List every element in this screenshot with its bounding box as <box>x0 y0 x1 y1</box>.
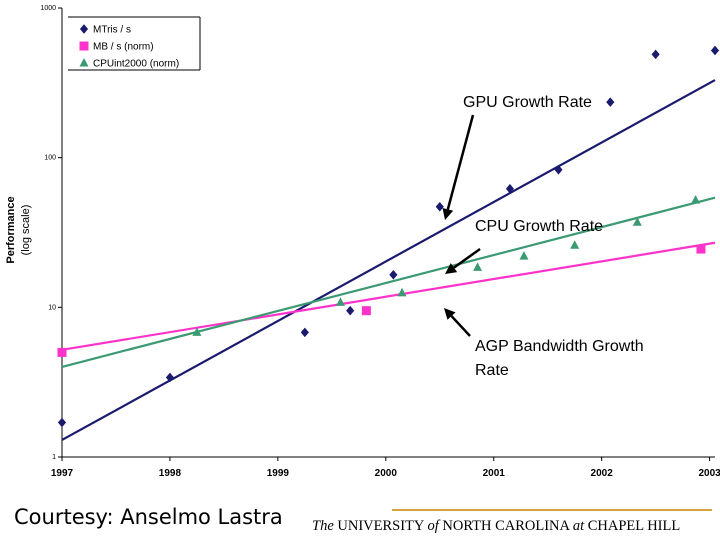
trend-line <box>61 241 716 351</box>
data-point <box>361 306 371 316</box>
x-tick-label: 1998 <box>159 468 182 479</box>
data-point <box>397 287 407 297</box>
data-point <box>505 183 515 194</box>
legend-label: MB / s (norm) <box>93 42 154 53</box>
annotation-line: GPU Growth Rate <box>463 94 592 111</box>
data-point <box>696 244 706 254</box>
legend: MTris / s MB / s (norm) CPUint2000 (norm) <box>68 16 201 71</box>
data-point <box>473 262 483 271</box>
data-point <box>165 372 175 383</box>
trend-line <box>61 79 716 441</box>
annotation-line: AGP Bandwidth Growth <box>475 338 644 355</box>
legend-marker <box>79 24 89 34</box>
y-tick-label: 1 <box>52 454 56 461</box>
annotation-arrow <box>446 114 475 210</box>
data-point <box>606 97 615 108</box>
legend-label: CPUint2000 (norm) <box>93 59 179 70</box>
annotation: AGP Bandwidth Growth Rate <box>475 338 644 379</box>
y-axis-title-line: Performance <box>5 196 17 263</box>
data-point <box>335 297 345 306</box>
annotation: CPU Growth Rate <box>475 218 603 235</box>
data-point <box>300 327 309 338</box>
legend-label: MTris / s <box>93 25 131 36</box>
footer-divider <box>392 509 712 511</box>
x-tick-label: 2001 <box>483 468 506 479</box>
trend-line <box>61 196 716 368</box>
annotation-line: CPU Growth Rate <box>475 218 603 235</box>
data-point <box>435 201 444 212</box>
data-point <box>57 417 67 428</box>
x-tick-label: 2000 <box>375 468 398 479</box>
data-point <box>346 305 355 316</box>
y-tick-label: 1000 <box>40 5 56 12</box>
data-point <box>192 327 202 336</box>
annotation-line: Rate <box>475 362 509 379</box>
data-point <box>389 269 398 280</box>
x-tick-label: 2003 <box>698 468 720 479</box>
data-point <box>554 164 563 175</box>
courtesy-credit: Courtesy: Anselmo Lastra <box>14 505 283 529</box>
legend-marker <box>79 41 89 51</box>
annotation: GPU Growth Rate <box>463 94 592 111</box>
data-point <box>710 45 720 56</box>
y-axis-title-line: (log scale) <box>20 205 32 256</box>
annotation-arrowhead <box>442 207 454 220</box>
data-point <box>519 251 529 260</box>
annotation-arrowhead <box>444 308 456 320</box>
x-tick-label: 2002 <box>591 468 614 479</box>
annotation-arrow <box>453 247 481 269</box>
legend-marker <box>79 58 89 67</box>
data-point <box>691 195 701 204</box>
annotation-arrow <box>450 315 471 337</box>
x-tick-label: 1999 <box>267 468 290 479</box>
data-point <box>651 49 660 60</box>
data-point <box>57 347 67 357</box>
data-point <box>632 217 642 226</box>
annotation-arrowhead <box>445 263 458 274</box>
data-point <box>570 240 580 249</box>
university-name: The UNIVERSITY of NORTH CAROLINA at CHAP… <box>312 518 681 534</box>
y-axis-title: Performance (log scale) <box>5 196 32 263</box>
y-tick-label: 10 <box>48 304 56 311</box>
y-tick-label: 100 <box>44 155 56 162</box>
x-tick-label: 1997 <box>51 468 74 479</box>
